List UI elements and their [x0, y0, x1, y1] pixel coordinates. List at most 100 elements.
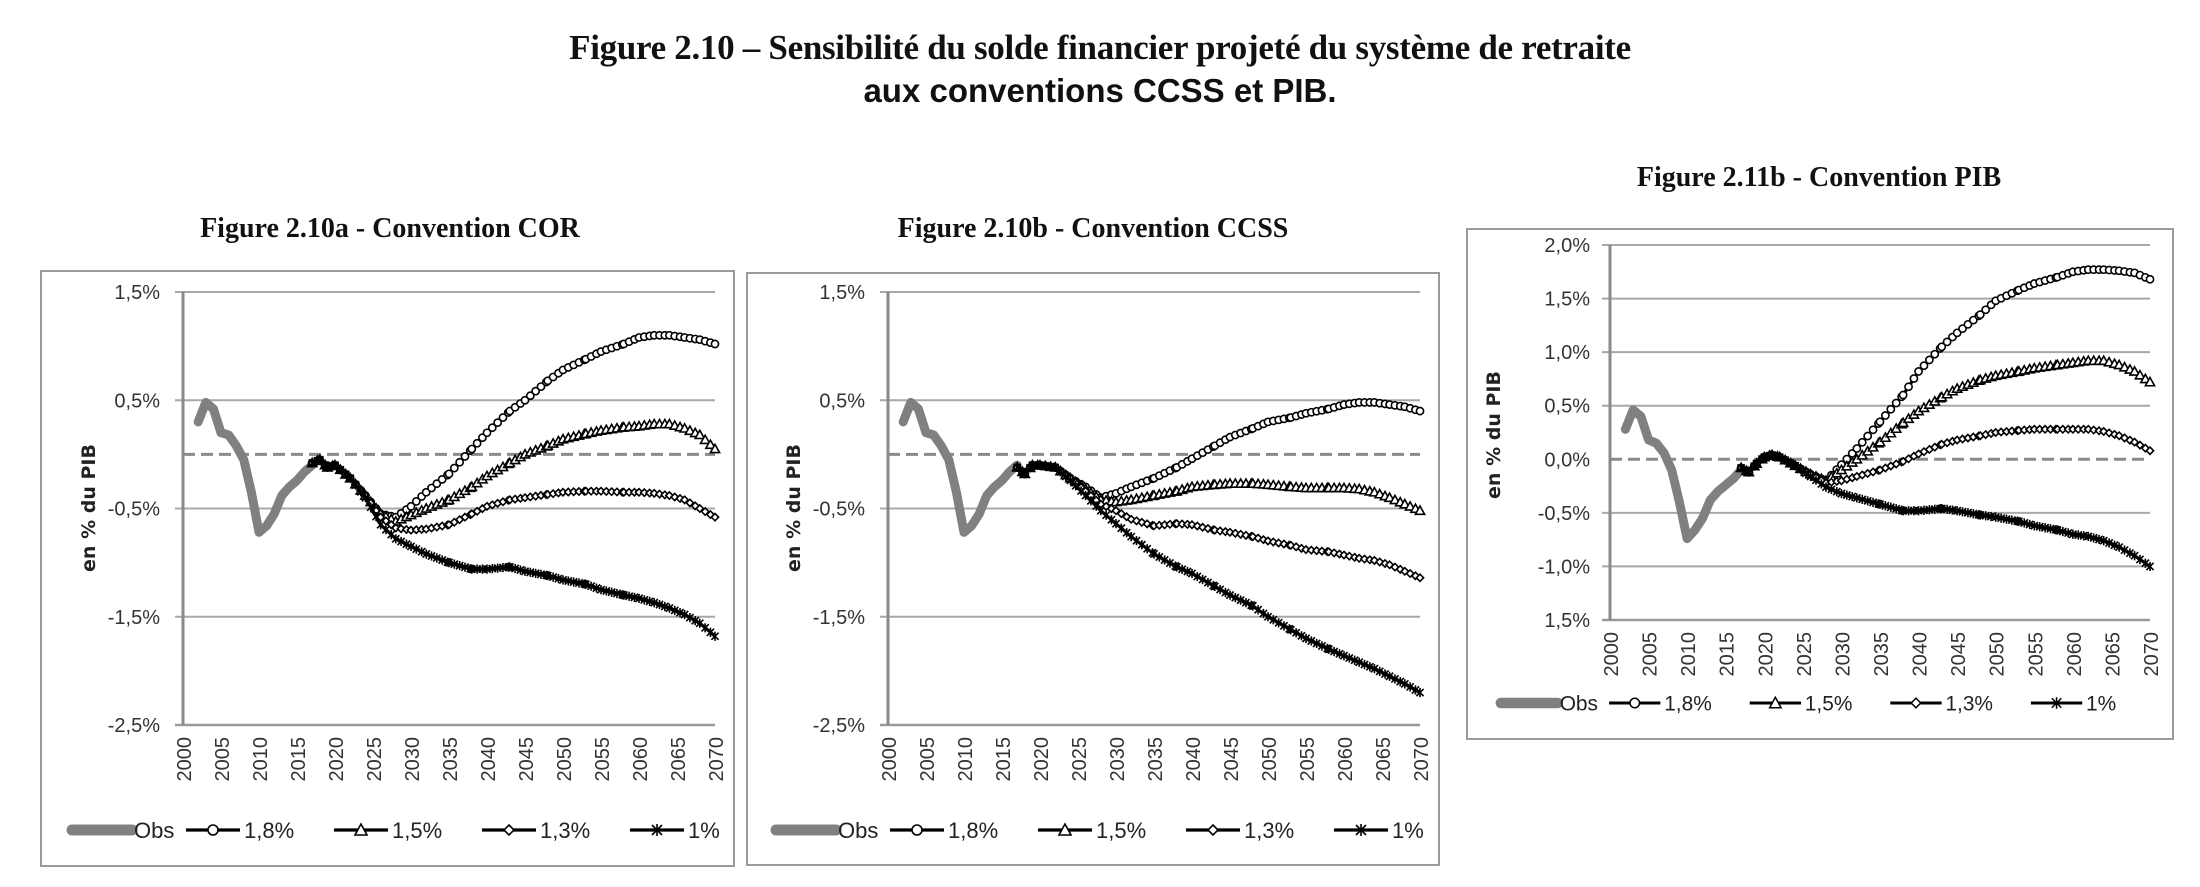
marker-star [396, 536, 406, 547]
marker-star [1137, 540, 1147, 550]
series-Obs [193, 397, 317, 537]
x-tick-label: 2060 [2064, 632, 2086, 677]
chart-panel-cor [40, 270, 735, 867]
marker-star [1396, 676, 1405, 687]
marker-star [651, 824, 663, 836]
marker-star [1360, 659, 1369, 670]
legend-item: 1,8% [186, 818, 294, 843]
legend-item: 1,5% [1038, 818, 1146, 843]
marker-star [665, 603, 674, 613]
marker-star [2099, 536, 2108, 546]
marker-star [655, 599, 664, 610]
marker-circle [1898, 390, 1908, 400]
legend-label: 1,5% [1096, 818, 1146, 843]
y-tick-label: -0,5% [813, 499, 865, 521]
x-tick-label: 2015 [1717, 632, 1739, 677]
marker-diamond [2129, 437, 2140, 447]
y-tick-label: 1,5% [1544, 610, 1590, 632]
marker-diamond [1225, 527, 1235, 538]
marker-star [1198, 574, 1207, 585]
x-tick-label: 2010 [250, 737, 272, 782]
marker-star [1127, 532, 1136, 542]
marker-diamond [690, 501, 700, 511]
marker-circle [710, 339, 720, 349]
y-tick-label: 0,0% [1544, 449, 1590, 471]
marker-star [1817, 479, 1826, 489]
marker-star [1248, 601, 1257, 611]
marker-circle [1919, 361, 1929, 371]
marker-star [1286, 625, 1295, 635]
legend-item: 1,5% [334, 818, 442, 843]
marker-diamond [1339, 550, 1349, 560]
marker-diamond [1187, 520, 1197, 530]
marker-circle [525, 391, 535, 401]
marker-diamond [1395, 564, 1405, 575]
x-tick-label: 2025 [364, 737, 386, 782]
marker-star [1215, 584, 1225, 595]
x-tick-label: 2065 [1373, 737, 1395, 782]
marker-circle [472, 438, 482, 448]
marker-diamond [386, 520, 396, 530]
y-tick-label: -2,5% [813, 715, 865, 737]
marker-circle [1415, 406, 1425, 416]
marker-circle [487, 423, 497, 433]
marker-star [391, 534, 400, 544]
marker-triangle [699, 433, 712, 445]
x-tick-label: 2070 [2141, 632, 2163, 677]
y-tick-label: 0,5% [1544, 396, 1590, 418]
marker-diamond [695, 503, 705, 514]
marker-star [1375, 666, 1384, 676]
legend-label: 1,8% [1664, 693, 1712, 716]
marker-diamond [1910, 697, 1922, 709]
marker-star [2141, 558, 2150, 568]
marker-star [366, 502, 375, 512]
x-tick-label: 2045 [1948, 632, 1970, 677]
marker-star [618, 590, 627, 600]
marker-star [2145, 561, 2155, 572]
marker-triangle [2134, 368, 2146, 380]
x-tick-label: 2020 [1755, 632, 1777, 677]
marker-diamond [1410, 571, 1421, 581]
marker-star [1149, 549, 1159, 559]
marker-star [361, 493, 370, 503]
x-tick-label: 2020 [1031, 737, 1053, 782]
legend-label: 1,8% [948, 818, 998, 843]
x-tick-label: 2060 [1335, 737, 1357, 782]
marker-star [1193, 571, 1202, 582]
marker-star [691, 616, 700, 626]
marker-star [1355, 824, 1367, 836]
marker-triangle [693, 428, 706, 440]
y-tick-label: -0,5% [108, 499, 160, 521]
series-13 [1012, 460, 1425, 583]
marker-circle [531, 386, 541, 396]
marker-star [1221, 587, 1230, 598]
y-axis-label: en % du PIB [78, 444, 100, 572]
marker-circle [1942, 337, 1952, 347]
marker-diamond [391, 523, 401, 533]
marker-circle [460, 452, 470, 461]
marker-star [1172, 562, 1181, 572]
marker-star [685, 613, 695, 623]
marker-circle [1904, 382, 1913, 392]
marker-star [1241, 598, 1251, 608]
marker-star [427, 551, 436, 561]
x-tick-label: 2030 [402, 737, 424, 782]
marker-star [1269, 615, 1278, 625]
legend: Obs 1,8% 1,5% 1,3% 1% [770, 818, 1424, 843]
x-tick-label: 2005 [212, 737, 234, 782]
marker-star [1177, 564, 1187, 574]
marker-circle [449, 463, 459, 473]
marker-diamond [1415, 573, 1425, 583]
marker-triangle [1768, 695, 1783, 709]
marker-diamond [1111, 505, 1121, 516]
marker-star [1385, 671, 1394, 681]
marker-star [1096, 506, 1105, 516]
marker-diamond [710, 512, 720, 522]
marker-star [1101, 510, 1111, 520]
marker-diamond [685, 498, 695, 508]
marker-star [351, 480, 360, 490]
marker-star [406, 541, 416, 551]
y-axis-label: en % du PIB [1483, 371, 1505, 499]
legend-label: 1,3% [540, 818, 590, 843]
marker-triangle [2144, 375, 2156, 387]
